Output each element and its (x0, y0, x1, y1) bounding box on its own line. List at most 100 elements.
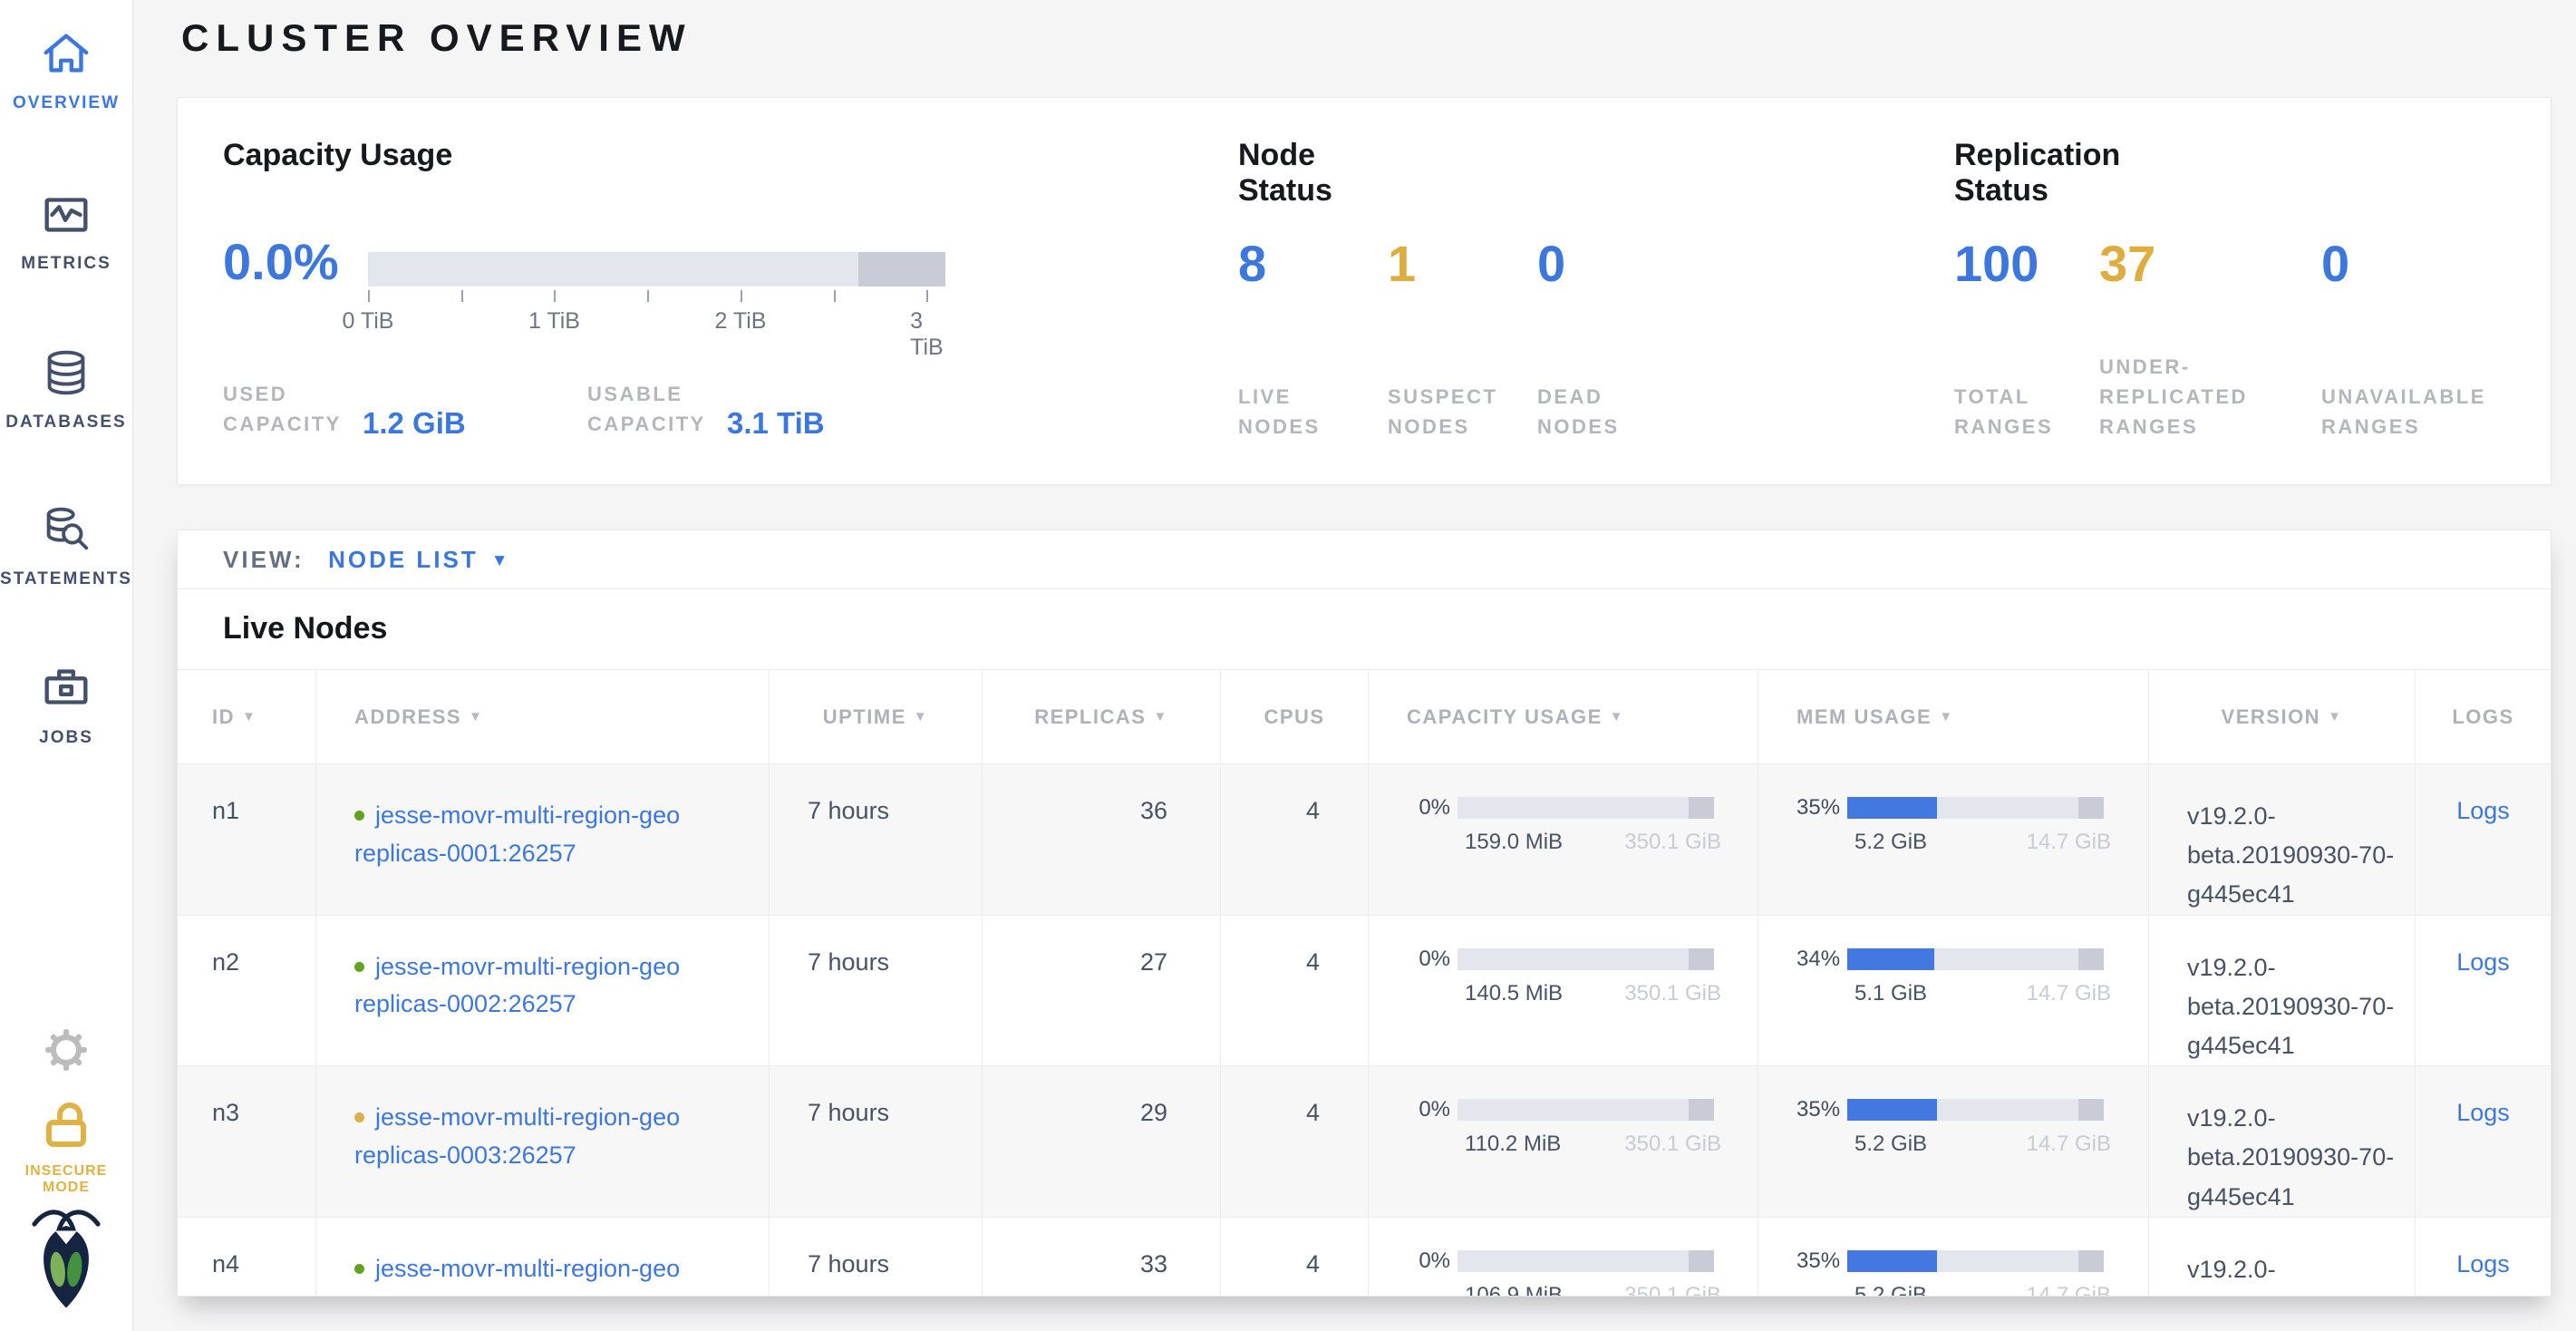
table-header-row: ID ▼ ADDRESS ▼ UPTIME ▼ REPLICAS ▼ CPUS CAPA… (178, 669, 2551, 763)
under-replicated-ranges-count: 37 (2099, 235, 2156, 292)
sort-arrow-icon: ▼ (469, 709, 484, 724)
view-dropdown[interactable]: NODE LIST ▼ (328, 546, 511, 573)
column-header-capacity-usage[interactable]: CAPACITY USAGE ▼ (1368, 670, 1758, 763)
sidebar-item-statements[interactable]: STATEMENTS (0, 501, 132, 589)
logs-link[interactable]: Logs (2456, 1249, 2510, 1278)
statements-icon (0, 501, 132, 562)
sidebar-item-overview[interactable]: OVERVIEW (0, 25, 132, 113)
briefcase-icon (0, 660, 132, 721)
mem-bar (1847, 797, 2104, 819)
node-uptime: 7 hours (769, 1217, 982, 1296)
sidebar-item-label: JOBS (39, 728, 93, 747)
sidebar-item-databases[interactable]: DATABASES (0, 345, 132, 432)
node-status-dot (354, 1112, 364, 1123)
used-capacity: USED CAPACITY 1.2 GiB (223, 379, 466, 440)
table-row: n2 jesse-movr-multi-region-geo replicas-0… (178, 914, 2551, 1066)
unlock-icon (0, 1095, 132, 1158)
capacity-percent: 0.0% (223, 233, 339, 290)
sidebar-item-label: DATABASES (5, 413, 127, 432)
node-replicas: 33 (982, 1217, 1220, 1296)
node-version: v19.2.0-beta.20190930-70-g445ec41 (2148, 915, 2415, 1066)
column-header-address[interactable]: ADDRESS ▼ (315, 670, 769, 763)
node-capacity-usage: 0% 110.2 MiB 350.1 GiB (1368, 1066, 1758, 1217)
column-header-uptime[interactable]: UPTIME ▼ (769, 670, 982, 763)
axis-tick-label: 2 TiB (714, 308, 767, 334)
column-header-version[interactable]: VERSION ▼ (2148, 670, 2415, 763)
dead-nodes-label: DEAD NODES (1537, 385, 1620, 438)
total-ranges-label: TOTAL RANGES (1954, 385, 2054, 438)
column-header-logs: LOGS (2415, 670, 2551, 763)
sidebar-item-label: STATEMENTS (0, 569, 132, 588)
node-uptime: 7 hours (769, 764, 982, 915)
unavailable-ranges-label: UNAVAILABLE RANGES (2321, 385, 2486, 438)
under-replicated-ranges-label: UNDER-REPLICATED RANGES (2099, 355, 2248, 438)
node-capacity-usage: 0% 106.9 MiB 350.1 GiB (1368, 1217, 1758, 1296)
node-version: v19.2.0-beta.20190930-70-g445ec41 (2148, 764, 2415, 915)
logs-link[interactable]: Logs (2456, 797, 2510, 824)
dead-nodes-count: 0 (1537, 235, 1566, 292)
live-nodes-table: ID ▼ ADDRESS ▼ UPTIME ▼ REPLICAS ▼ CPUS CAPA… (178, 669, 2551, 1296)
mem-bar (1847, 947, 2104, 970)
node-version: v19.2.0-beta.20190930-70-g445ec41 (2148, 1217, 2415, 1296)
node-status-dot (354, 811, 364, 821)
node-mem-usage: 35% 5.2 GiB 14.7 GiB (1758, 1066, 2148, 1217)
suspect-nodes-label: SUSPECT NODES (1388, 385, 1498, 438)
sort-arrow-icon: ▼ (913, 709, 929, 724)
used-capacity-label: USED CAPACITY (223, 383, 342, 435)
mem-bar (1847, 1249, 2104, 1272)
node-address-link[interactable]: jesse-movr-multi-region-geo replicas-0003… (354, 1103, 681, 1169)
page-title: CLUSTER OVERVIEW (181, 16, 692, 59)
node-id: n1 (212, 797, 240, 824)
replication-status-title: Replication Status (1954, 138, 2121, 208)
logs-link[interactable]: Logs (2456, 947, 2510, 976)
node-mem-usage: 35% 5.2 GiB 14.7 GiB (1758, 1217, 2148, 1296)
column-header-mem-usage[interactable]: MEM USAGE ▼ (1758, 670, 2148, 763)
node-address-link[interactable]: jesse-movr-multi-region-georeplicas-0004… (354, 1254, 681, 1296)
node-address-cell: jesse-movr-multi-region-geo replicas-0001… (315, 764, 769, 915)
insecure-mode-indicator[interactable]: INSECURE MODE (0, 1095, 132, 1196)
capacity-bar (1457, 797, 1714, 819)
node-replicas: 36 (982, 764, 1220, 915)
node-list-card: VIEW: NODE LIST ▼ Live Nodes ID ▼ ADDRESS ▼… (177, 529, 2552, 1297)
axis-tick-label: 3 TiB (910, 308, 944, 360)
sidebar-item-metrics[interactable]: METRICS (0, 186, 132, 274)
cockroachdb-logo (0, 1204, 132, 1317)
axis-tick-label: 1 TiB (528, 308, 580, 334)
used-capacity-value: 1.2 GiB (363, 406, 466, 440)
column-header-replicas[interactable]: REPLICAS ▼ (982, 670, 1220, 763)
node-id: n2 (212, 947, 240, 976)
logs-link[interactable]: Logs (2456, 1099, 2510, 1127)
node-mem-usage: 34% 5.1 GiB 14.7 GiB (1758, 915, 2148, 1066)
sort-arrow-icon: ▼ (1939, 709, 1954, 724)
usable-capacity: USABLE CAPACITY 3.1 TiB (587, 379, 825, 440)
capacity-axis-labels: 0 TiB 1 TiB 2 TiB 3 TiB (343, 308, 945, 360)
sidebar-item-label: METRICS (21, 254, 111, 273)
total-ranges-count: 100 (1954, 235, 2039, 292)
node-address-link[interactable]: jesse-movr-multi-region-geo replicas-0001… (354, 802, 681, 867)
sort-arrow-icon: ▼ (1609, 709, 1625, 724)
node-cpus: 4 (1220, 764, 1368, 915)
column-header-cpus: CPUS (1220, 670, 1368, 763)
node-cpus: 4 (1220, 915, 1368, 1066)
settings-button[interactable] (0, 1025, 132, 1080)
node-status-dot (354, 1263, 364, 1274)
capacity-axis-ticks (368, 290, 945, 303)
node-address-link[interactable]: jesse-movr-multi-region-geo replicas-0002… (354, 952, 681, 1018)
gear-icon (0, 1025, 132, 1080)
sidebar-item-jobs[interactable]: JOBS (0, 660, 132, 748)
node-address-cell: jesse-movr-multi-region-georeplicas-0004… (315, 1217, 769, 1296)
usable-capacity-label: USABLE CAPACITY (587, 383, 706, 435)
live-nodes-count: 8 (1238, 235, 1267, 292)
node-uptime: 7 hours (769, 915, 982, 1066)
node-address-cell: jesse-movr-multi-region-geo replicas-0003… (315, 1066, 769, 1217)
node-id: n4 (212, 1249, 240, 1278)
capacity-usage-title: Capacity Usage (223, 138, 453, 172)
chevron-down-icon: ▼ (490, 551, 511, 570)
view-selector-bar: VIEW: NODE LIST ▼ (178, 530, 2551, 589)
capacity-bar (1457, 1099, 1714, 1122)
cluster-summary-card: Capacity Usage 0.0% 0 TiB 1 TiB 2 TiB 3 … (177, 97, 2552, 485)
column-header-id[interactable]: ID ▼ (212, 704, 257, 728)
node-replicas: 27 (982, 915, 1220, 1066)
sidebar-item-label: OVERVIEW (12, 93, 121, 112)
sort-arrow-icon: ▼ (242, 709, 257, 724)
